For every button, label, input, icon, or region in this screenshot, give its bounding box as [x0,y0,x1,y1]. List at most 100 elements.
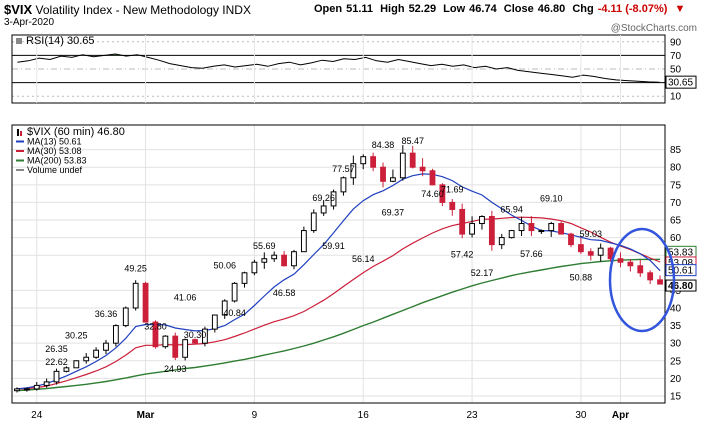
candle-body [548,223,555,232]
price-annotation-label: 69.10 [540,194,563,204]
rsi-y-ticks: 907050301030.65 [665,37,697,103]
candle-body [409,152,416,168]
chg-label: Chg [572,3,594,15]
price-annotation-label: 50.06 [213,261,236,271]
candle-body [83,356,90,362]
price-y-tick-label: 15 [670,391,682,402]
low-value: 46.74 [469,3,497,15]
high-label: High [380,3,405,15]
candle-body [657,279,663,285]
rsi-path [17,53,660,83]
price-annotation-label: 22.62 [45,357,68,367]
candle-body [211,314,218,330]
candle-body [330,191,337,207]
price-annotation-label: 85.47 [401,136,424,146]
candle-body [152,321,159,348]
x-tick-label: 30 [575,410,587,421]
candle-body [488,215,495,246]
candle-body [429,170,436,186]
candle-body [251,261,258,274]
stockcharts-logo: @StockCharts.com [610,23,697,34]
candle-body [498,237,505,246]
candle-body [202,328,208,344]
price-y-tick-label: 85 [670,145,682,156]
candle-body [508,230,515,239]
rsi-legend-swatch [16,38,22,44]
candle-body [281,254,287,267]
candle-body [142,282,149,323]
price-annotation-label: 57.42 [451,250,474,260]
candle-body [310,212,317,232]
candle-body [33,384,40,390]
x-tick-label: 24 [31,410,43,421]
legend-candle-icon [20,131,22,136]
price-candles [14,145,663,393]
ma30-path [16,216,661,390]
price-annotations: 22.62 26.35 30.25 36.36 49.25 32.80 24.93 41.06… [45,136,602,374]
price-annotation-label: 65.94 [500,205,523,215]
candle-body [390,177,396,182]
price-annotation-label: 26.35 [45,344,68,354]
price-annotation-label: 59.91 [322,241,345,251]
open-label: Open [314,3,343,15]
down-triangle-icon: ▼ [674,3,686,15]
candle-body [627,261,634,267]
rsi-current-label: 30.65 [668,78,693,89]
candle-body [53,370,60,383]
price-annotation-label: 55.69 [253,241,276,251]
x-tick-label: Mar [137,410,155,421]
price-y-tick-label: 40 [670,303,682,314]
price-y-tick-label: 80 [670,163,682,174]
candle-body [241,272,248,284]
candle-body [607,247,614,260]
candle-body [73,360,80,369]
candle-body [192,339,198,344]
candle-body [597,247,604,256]
ma13-line [16,173,661,390]
candle-body [350,163,357,179]
last-value-label: 53.83 [668,247,693,258]
last-value-box [665,264,697,277]
highlight-ellipse [608,227,676,333]
last-value-label: 53.08 [668,258,693,269]
candle-body [439,184,446,203]
symbol: $VIX [4,2,33,17]
price-annotation-label: 84.38 [372,140,395,150]
ma200-line [16,258,661,392]
rsi-y-tick-label: 50 [670,65,682,76]
price-annotation-label: 32.80 [144,321,167,331]
price-annotation-label: 56.14 [352,254,375,264]
candle-body [23,388,30,391]
x-tick-label: Apr [612,410,629,421]
candle-body [518,223,525,232]
candle-body [578,244,584,253]
candle-body [459,208,466,235]
candle-body [122,307,129,327]
candle-body [43,381,50,386]
chart-title: $VIX Volatility Index - New Methodology … [4,2,251,17]
price-y-tick-label: 25 [670,356,682,367]
high-value: 52.29 [408,3,437,15]
rsi-y-tick-label: 70 [670,51,682,62]
candle-body [112,325,119,344]
low-label: Low [443,3,466,15]
candle-body [162,335,169,348]
price-annotation-label: 41.06 [174,292,197,302]
security-name: Volatility Index - New Methodology INDX [35,3,251,17]
close-label: Close [503,3,534,15]
price-y-tick-label: 60 [670,233,682,244]
x-tick-label: 23 [467,410,479,421]
candle-body [538,230,545,233]
candle-body [271,254,278,260]
price-annotation-label: 69.26 [312,193,335,203]
price-annotation-label: 71.69 [441,184,464,194]
price-panel-frame [11,124,666,404]
legend-label: MA(30) 53.08 [27,146,82,156]
price-annotation-label: 69.37 [382,208,405,218]
candle-body [568,233,574,246]
price-annotation-label: 59.03 [580,229,603,239]
rsi-y-tick-label: 10 [670,92,682,103]
